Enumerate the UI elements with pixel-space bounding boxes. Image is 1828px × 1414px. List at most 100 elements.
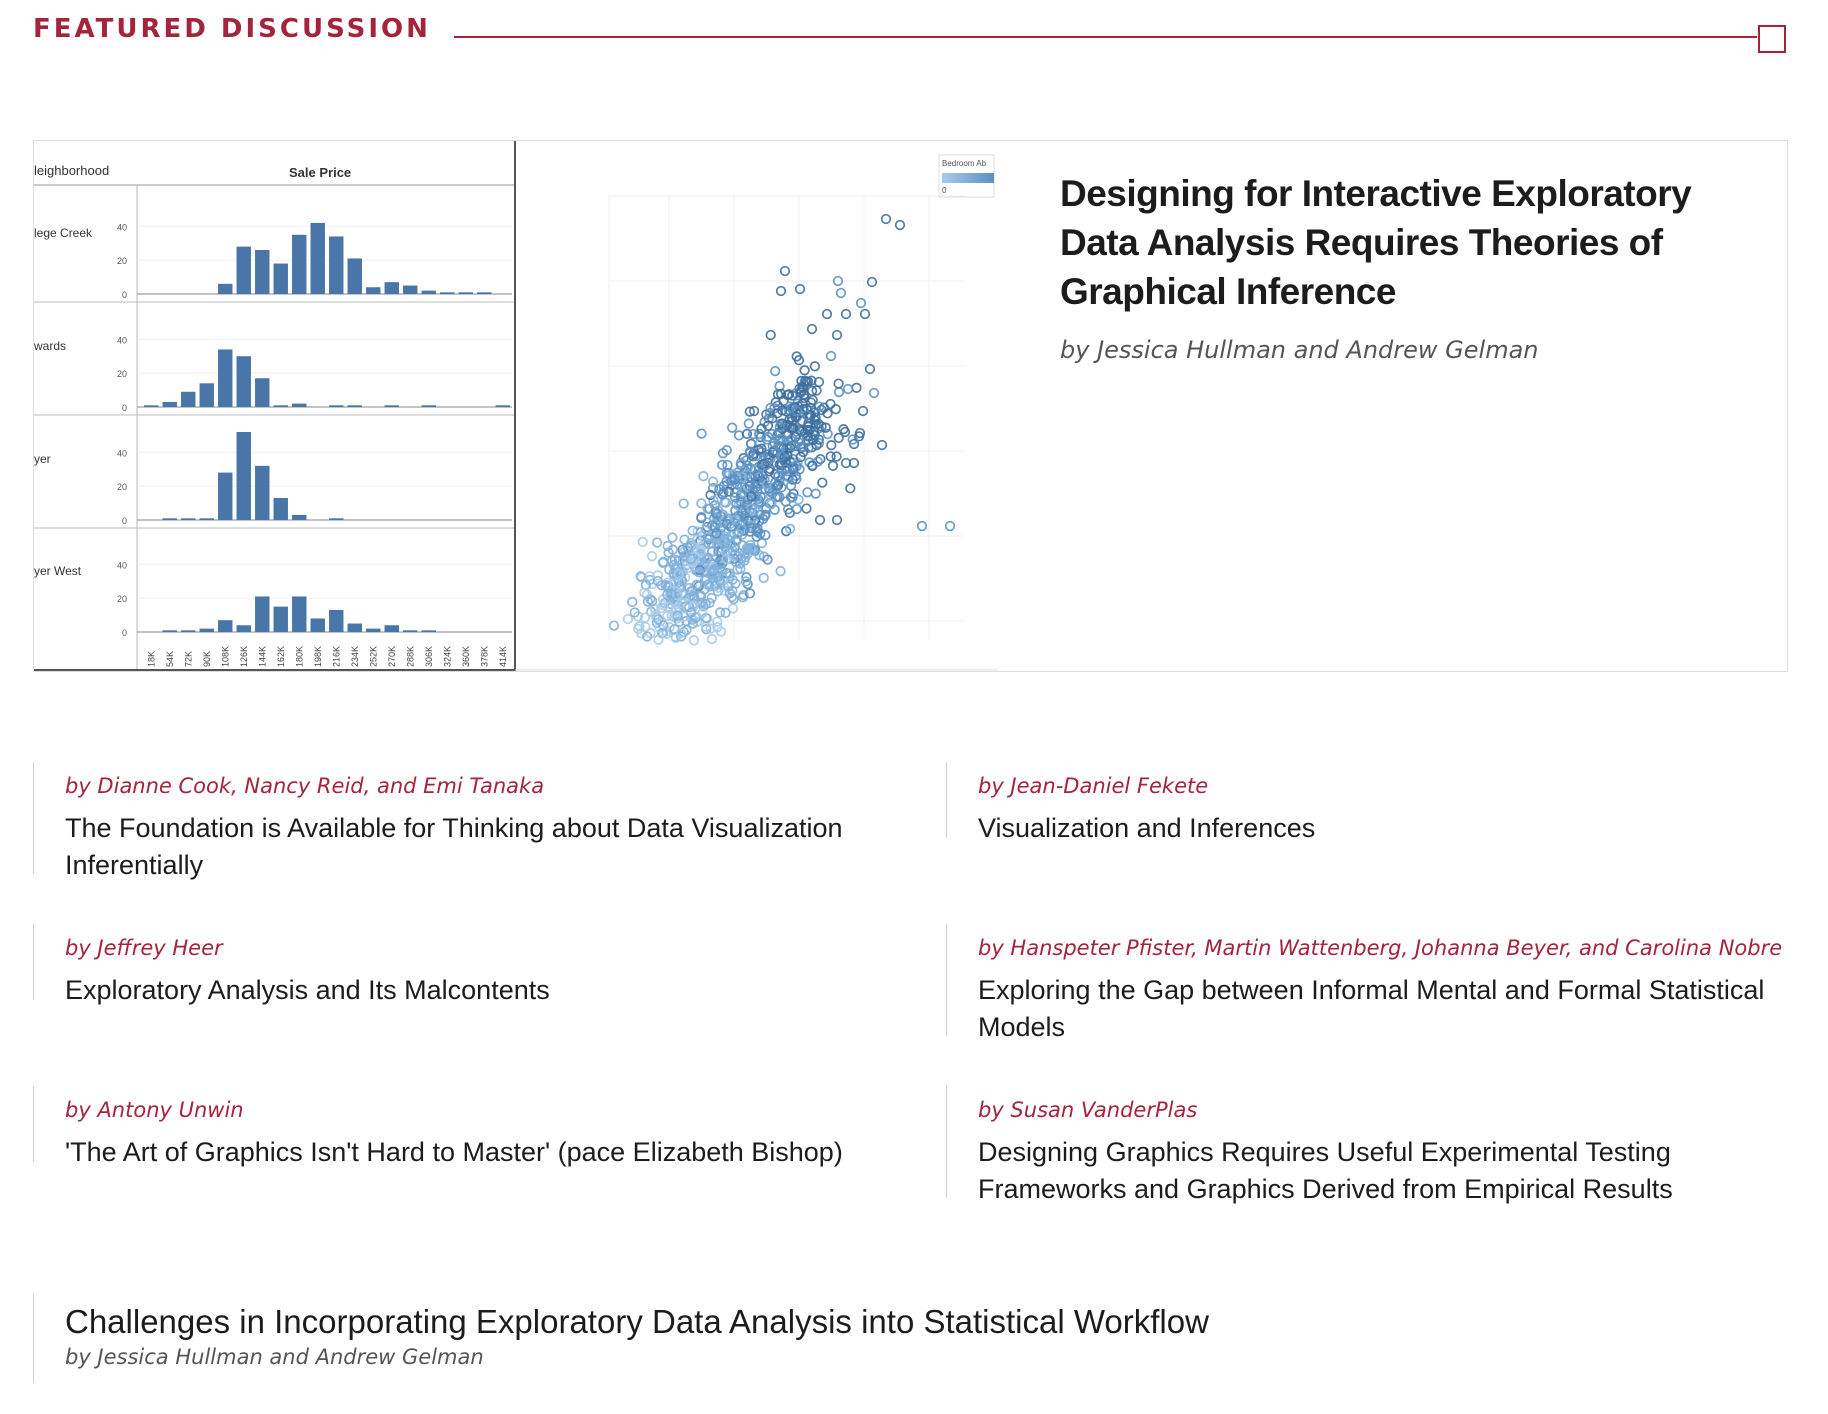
scatter-point xyxy=(751,481,762,492)
histogram-bar xyxy=(366,628,381,632)
histogram-bar xyxy=(181,391,196,407)
x-tick-label: 414K xyxy=(498,646,508,667)
article-item-7[interactable]: Challenges in Incorporating Exploratory … xyxy=(33,1293,1333,1383)
scatter-point xyxy=(747,428,759,440)
scatter-point xyxy=(791,406,803,417)
scatter-point xyxy=(687,618,699,629)
article-title[interactable]: Exploratory Analysis and Its Malcontents xyxy=(65,975,550,1005)
histogram-bar xyxy=(255,378,270,407)
scatter-point xyxy=(809,429,820,441)
scatter-point xyxy=(755,528,766,539)
article-item-2[interactable]: by Jean-Daniel Fekete Visualization and … xyxy=(946,762,1788,843)
histogram-bar xyxy=(384,405,399,407)
scatter-point xyxy=(608,620,620,631)
scatter-point xyxy=(736,460,747,471)
scatter-point xyxy=(760,529,771,541)
histogram-bar xyxy=(347,623,362,632)
scatter-point xyxy=(724,568,735,579)
y-tick-label: 20 xyxy=(117,594,127,604)
article-byline: by Jean-Daniel Fekete xyxy=(978,774,1209,798)
article-item-5[interactable]: by Antony Unwin 'The Art of Graphics Isn… xyxy=(33,1086,913,1167)
scatter-point xyxy=(806,385,818,397)
section-header: FEATURED DISCUSSION xyxy=(33,14,1788,54)
histogram-bar xyxy=(162,518,177,520)
histogram-bar xyxy=(255,465,270,520)
scatter-point xyxy=(688,600,699,611)
y-tick-label: 0 xyxy=(122,403,127,413)
article-byline: by Jessica Hullman and Andrew Gelman xyxy=(65,1345,484,1369)
scatter-point xyxy=(658,620,669,631)
histogram-bar xyxy=(329,518,344,520)
scatter-point xyxy=(743,418,754,429)
x-tick-label: 54K xyxy=(165,651,175,667)
scatter-point xyxy=(746,491,757,502)
article-item-6[interactable]: by Susan VanderPlas Designing Graphics R… xyxy=(946,1086,1788,1204)
scatter-point xyxy=(653,614,664,625)
scatter-point xyxy=(741,428,753,440)
scatter-point xyxy=(729,474,740,486)
row-label: yer West xyxy=(34,564,82,578)
scatter-point xyxy=(822,428,833,440)
x-tick-label: 252K xyxy=(368,646,378,667)
article-title[interactable]: Visualization and Inferences xyxy=(978,813,1316,843)
scatter-point xyxy=(667,532,678,543)
scatter-point xyxy=(668,559,679,571)
histogram-bar xyxy=(273,498,288,520)
scatter-point xyxy=(769,437,780,449)
article-item-1[interactable]: by Dianne Cook, Nancy Reid, and Emi Tana… xyxy=(33,762,913,880)
article-title[interactable]: 'The Art of Graphics Isn't Hard to Maste… xyxy=(65,1137,843,1167)
featured-article-card[interactable]: leighborhood Sale Price lege Creek 40 20 0 war… xyxy=(33,140,1788,672)
histogram-bar xyxy=(273,405,288,407)
scatter-point xyxy=(711,528,722,539)
article-byline: by Antony Unwin xyxy=(65,1098,244,1122)
scatter-point xyxy=(848,438,860,450)
scatter-point xyxy=(802,421,814,432)
histogram-bar xyxy=(329,405,344,407)
histogram-bar xyxy=(403,285,418,294)
scatter-point xyxy=(770,481,782,492)
featured-title[interactable]: Designing for Interactive Exploratory Da… xyxy=(1060,173,1692,312)
scatter-point xyxy=(715,607,726,618)
scatter-point xyxy=(820,422,831,433)
histogram-bar xyxy=(255,250,270,294)
scatter-point xyxy=(810,488,821,499)
scatter-point xyxy=(720,542,731,553)
scatter-point xyxy=(642,631,653,642)
scatter-point xyxy=(740,576,752,587)
histogram-bar xyxy=(384,625,399,632)
scatter-point xyxy=(688,635,700,646)
scatter-point xyxy=(694,567,705,578)
scatter-point xyxy=(766,498,777,510)
scatter-point xyxy=(826,440,837,451)
scatter-point xyxy=(676,597,688,609)
article-title[interactable]: Designing Graphics Requires Useful Exper… xyxy=(978,1137,1673,1204)
scatter-point xyxy=(775,285,787,297)
square-outline-icon[interactable] xyxy=(1758,25,1786,53)
histogram-bar xyxy=(329,236,344,294)
article-title[interactable]: The Foundation is Available for Thinking… xyxy=(65,813,843,880)
scatter-point xyxy=(703,539,714,550)
scatter-point xyxy=(685,553,697,565)
article-title[interactable]: Exploring the Gap between Informal Menta… xyxy=(978,975,1765,1042)
x-tick-label: 234K xyxy=(350,646,360,667)
article-item-4[interactable]: by Hanspeter Pfister, Martin Wattenberg,… xyxy=(946,924,1788,1042)
scatter-point xyxy=(748,405,760,417)
histogram-bar xyxy=(366,287,381,294)
scatter-point xyxy=(787,390,798,401)
histogram-bar xyxy=(218,472,233,520)
histogram-bar xyxy=(236,246,251,294)
scatter-point xyxy=(787,422,799,433)
article-title[interactable]: Challenges in Incorporating Exploratory … xyxy=(65,1303,1209,1340)
scatter-point xyxy=(696,513,707,524)
scatter-point xyxy=(696,428,707,439)
x-tick-label: 144K xyxy=(257,646,267,667)
scatter-point xyxy=(944,520,956,532)
scatter-point xyxy=(721,518,732,530)
scatter-point xyxy=(708,564,720,575)
x-tick-label: 18K xyxy=(146,651,156,667)
scatter-point xyxy=(707,476,719,487)
article-item-3[interactable]: by Jeffrey Heer Exploratory Analysis and… xyxy=(33,924,913,1005)
legend-title: Bedroom Ab xyxy=(942,159,987,168)
row-label: lege Creek xyxy=(34,226,93,240)
scatter-point xyxy=(727,422,738,433)
